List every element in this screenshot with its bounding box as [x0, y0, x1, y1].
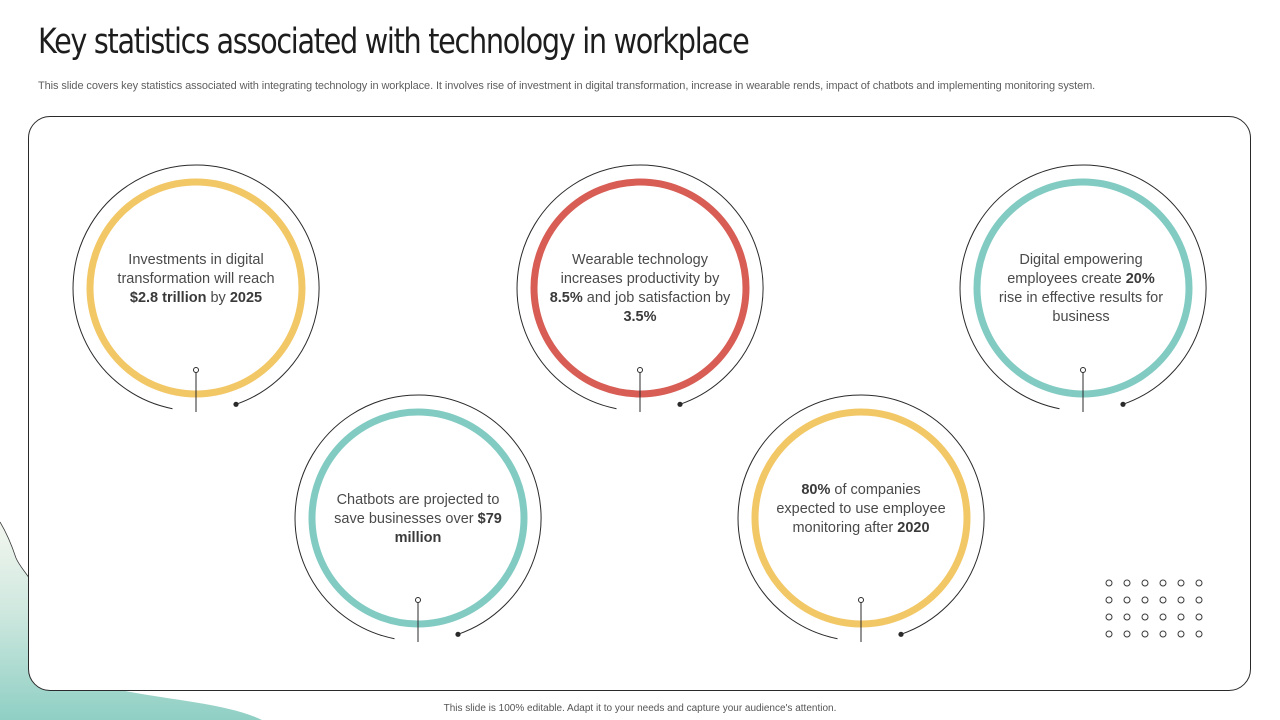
decorative-dot — [1159, 630, 1167, 638]
decorative-dot — [1123, 613, 1131, 621]
ring-digital-empowering-outer-arc — [959, 164, 1207, 410]
ring-investment-connector-node — [193, 367, 199, 373]
ring-monitoring-connector-node — [858, 597, 864, 603]
page-subtitle: This slide covers key statistics associa… — [38, 80, 1096, 92]
ring-investment-arc-end-dot — [233, 401, 239, 407]
decorative-dot — [1141, 613, 1149, 621]
decorative-dot — [1105, 579, 1113, 587]
ring-digital-empowering-arc-end-dot — [1120, 401, 1126, 407]
ring-wearable-connector-node — [637, 367, 643, 373]
decorative-dot — [1141, 630, 1149, 638]
decorative-dot-grid — [1105, 579, 1203, 638]
decorative-dot — [1141, 596, 1149, 604]
decorative-dot — [1141, 579, 1149, 587]
decorative-dot — [1177, 596, 1185, 604]
decorative-dot — [1195, 613, 1203, 621]
decorative-dot — [1105, 596, 1113, 604]
page-title: Key statistics associated with technolog… — [38, 22, 750, 62]
ring-chatbots-connector-node — [415, 597, 421, 603]
stat-text-monitoring: 80% of companies expected to use employe… — [776, 482, 946, 536]
ring-chatbots-outer-arc — [294, 394, 542, 640]
decorative-dot — [1159, 596, 1167, 604]
stat-text-wearable: Wearable technology increases productivi… — [549, 252, 731, 325]
decorative-dot — [1177, 613, 1185, 621]
decorative-dot — [1195, 630, 1203, 638]
decorative-dot — [1177, 630, 1185, 638]
decorative-dot — [1105, 613, 1113, 621]
decorative-dot — [1123, 579, 1131, 587]
decorative-dot — [1195, 596, 1203, 604]
decorative-dot — [1105, 630, 1113, 638]
ring-monitoring-arc-end-dot — [898, 631, 904, 637]
ring-monitoring-outer-arc — [737, 394, 985, 640]
stat-text-investment: Investments in digital transformation wi… — [117, 252, 275, 306]
ring-chatbots-arc-end-dot — [455, 631, 461, 637]
footer-note: This slide is 100% editable. Adapt it to… — [443, 703, 837, 714]
decorative-dot — [1177, 579, 1185, 587]
ring-wearable-arc-end-dot — [677, 401, 683, 407]
ring-wearable-outer-arc — [516, 164, 764, 410]
decorative-dot — [1195, 579, 1203, 587]
stat-text-chatbots: Chatbots are projected to save businesse… — [334, 492, 502, 546]
stat-text-digital-empowering: Digital empowering employees create 20% … — [998, 252, 1164, 325]
decorative-dot — [1159, 579, 1167, 587]
decorative-dot — [1123, 596, 1131, 604]
ring-digital-empowering-connector-node — [1080, 367, 1086, 373]
ring-investment-outer-arc — [72, 164, 320, 410]
decorative-dot — [1123, 630, 1131, 638]
decorative-dot — [1159, 613, 1167, 621]
